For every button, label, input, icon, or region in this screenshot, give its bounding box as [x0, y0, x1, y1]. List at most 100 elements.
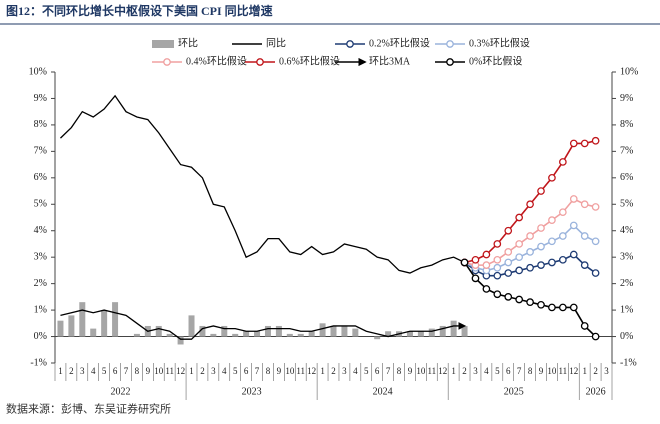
bar: [155, 325, 162, 337]
x-tick-label: 7: [517, 366, 522, 376]
x-tick-label: 1: [189, 366, 194, 376]
marker: [504, 293, 513, 301]
marker: [569, 195, 578, 203]
legend-marker: [446, 40, 454, 48]
legend-label: 0%环比假设: [469, 54, 522, 67]
bar: [308, 331, 315, 337]
bar: [297, 333, 304, 337]
y-tick-label: 0%: [34, 331, 47, 342]
marker: [548, 258, 556, 267]
marker: [548, 216, 556, 224]
x-tick-label: 9: [408, 366, 413, 376]
bar: [57, 320, 64, 337]
x-tick-label: 3: [604, 366, 609, 376]
marker: [493, 271, 502, 280]
x-tick-label: 1: [582, 366, 587, 376]
x-tick-label: 8: [266, 366, 271, 376]
legend-label: 0.3%环比假设: [469, 36, 530, 49]
x-tick-label: 5: [233, 366, 238, 376]
series-line: [60, 309, 467, 340]
year-label: 2023: [242, 386, 262, 397]
legend-label: 同比: [266, 37, 286, 49]
bar: [428, 328, 435, 337]
bar: [166, 333, 173, 337]
x-tick-label: 7: [255, 366, 260, 376]
x-tick-label: 10: [154, 366, 164, 376]
y2-tick-label: 9%: [620, 93, 633, 104]
year-label: 2026: [586, 386, 606, 397]
legend-label: 0.6%环比假设: [279, 54, 340, 67]
legend-marker: [256, 58, 264, 66]
marker: [515, 266, 524, 275]
x-tick-label: 4: [222, 366, 227, 376]
marker: [515, 295, 524, 304]
marker: [559, 255, 567, 264]
x-tick-label: 2: [200, 366, 205, 376]
marker: [526, 200, 534, 209]
marker: [580, 139, 589, 148]
x-tick-label: 7: [124, 366, 129, 376]
y-tick-label: 1%: [34, 304, 47, 315]
marker: [559, 303, 567, 312]
y-tick-label: 9%: [34, 93, 47, 104]
x-tick-label: 5: [364, 366, 369, 376]
bar: [374, 336, 381, 340]
bar: [417, 331, 424, 337]
year-label: 2025: [504, 386, 524, 397]
bar: [461, 325, 468, 337]
y2-tick-label: 1%: [620, 304, 633, 315]
marker: [493, 240, 502, 248]
x-tick-label: 4: [91, 366, 96, 376]
bar: [275, 325, 282, 337]
legend-marker: [446, 58, 454, 66]
legend-marker: [163, 58, 171, 66]
x-tick-label: 1: [451, 366, 456, 376]
bar: [406, 331, 413, 337]
x-tick-label: 5: [102, 366, 107, 376]
marker: [559, 158, 567, 166]
y2-tick-label: 6%: [620, 172, 633, 183]
x-tick-label: 6: [113, 366, 118, 376]
bar: [101, 310, 108, 337]
source: 数据来源：彭博、东吴证券研究所: [6, 402, 171, 416]
bar: [330, 325, 337, 337]
x-tick-label: 10: [416, 366, 426, 376]
legend-swatch: [152, 40, 174, 48]
bar: [232, 333, 239, 337]
marker: [580, 232, 589, 240]
marker: [504, 248, 513, 256]
marker: [591, 332, 600, 341]
y-tick-label: 6%: [34, 172, 47, 183]
marker: [537, 261, 545, 269]
x-tick-label: 11: [427, 366, 436, 376]
legend-label: 0.4%环比假设: [186, 54, 247, 67]
x-tick-label: 2: [69, 366, 74, 376]
bar: [450, 320, 457, 337]
marker: [548, 173, 556, 182]
bar: [254, 331, 261, 337]
marker: [548, 303, 556, 312]
marker: [591, 203, 600, 211]
bar: [177, 336, 184, 345]
marker: [471, 255, 480, 264]
x-tick-label: 3: [473, 366, 478, 376]
legend-marker: [346, 40, 354, 48]
y2-tick-label: 2%: [620, 278, 633, 289]
x-tick-label: 2: [331, 366, 336, 376]
x-tick-label: 10: [547, 366, 557, 376]
bar: [221, 325, 228, 337]
y2-tick-label: 8%: [620, 119, 633, 130]
marker: [559, 232, 567, 240]
bar: [439, 325, 446, 337]
y-tick-label: 7%: [34, 146, 47, 157]
marker: [526, 248, 534, 256]
x-tick-label: 10: [285, 366, 295, 376]
y-tick-label: 5%: [34, 199, 47, 210]
y-tick-label: 4%: [34, 225, 47, 236]
bar: [199, 325, 206, 337]
x-tick-label: 6: [244, 366, 249, 376]
marker: [482, 261, 491, 269]
y2-tick-label: 7%: [620, 146, 633, 157]
marker: [526, 298, 534, 307]
marker: [591, 269, 600, 277]
